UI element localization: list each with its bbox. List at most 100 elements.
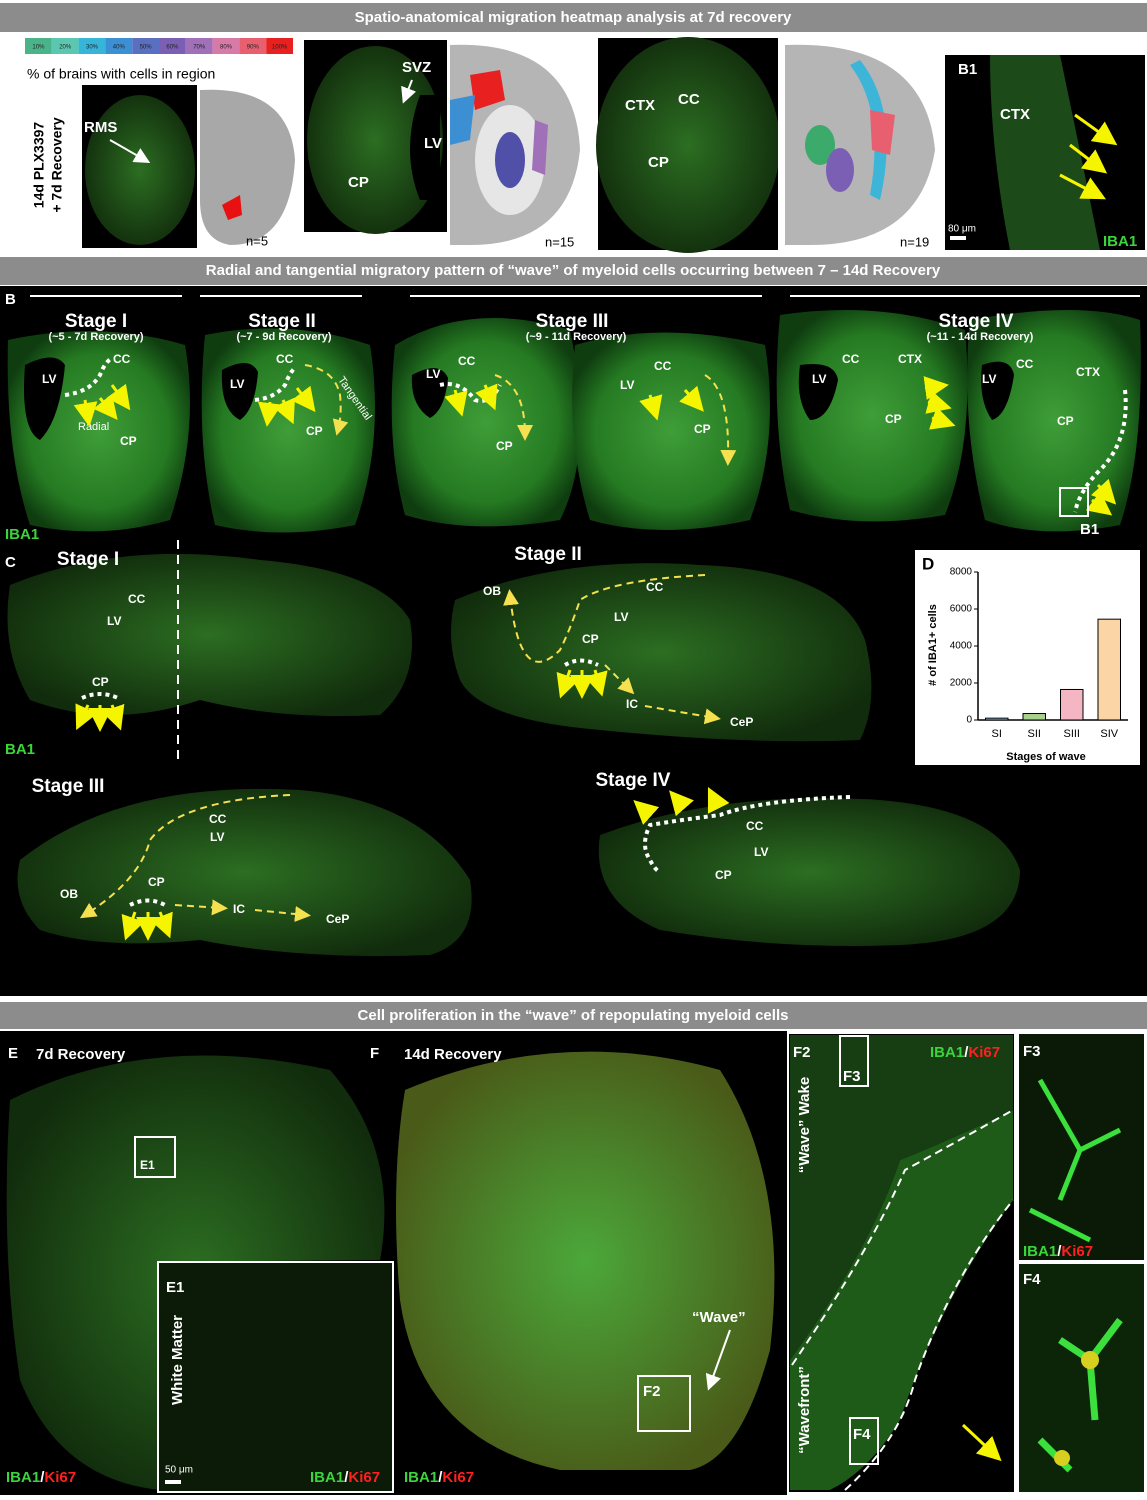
- shape: [174, 899, 228, 916]
- scale-label: 70%: [193, 45, 206, 51]
- stage-title: Stage IV: [596, 770, 671, 791]
- region-label: CC: [678, 91, 700, 108]
- region-label: RMS: [84, 119, 117, 136]
- stain-separator: /: [40, 1469, 45, 1486]
- shape: [0, 3, 1147, 32]
- inset-label: F2: [643, 1383, 661, 1400]
- shape: [1085, 491, 1113, 516]
- y-tick-label: 4000: [950, 641, 973, 652]
- panel-letter: B1: [958, 61, 977, 78]
- shape: [990, 55, 1100, 250]
- shape: [556, 669, 580, 699]
- shape: [391, 318, 581, 527]
- stage-title: Stage III: [32, 776, 105, 797]
- region-label: CC: [113, 352, 131, 366]
- stain-label: IBA1/Ki67: [310, 1469, 380, 1486]
- header: Radial and tangential migratory pattern …: [206, 262, 941, 279]
- stain: IBA1: [6, 1469, 40, 1486]
- shape: [669, 790, 694, 817]
- panel-title: 14d Recovery: [404, 1046, 502, 1063]
- shape: [839, 1035, 869, 1087]
- shape: [450, 95, 475, 145]
- stain-label: IBA1/Ki67: [404, 1469, 474, 1486]
- region-label: CTX: [625, 97, 655, 114]
- region-label: CC: [746, 819, 764, 833]
- shape: [967, 310, 1141, 532]
- stain: IBA1: [930, 1044, 964, 1061]
- scale-label: 50%: [140, 45, 153, 51]
- stain-label: IBA1: [1103, 233, 1137, 250]
- scale-label: 90%: [247, 45, 260, 51]
- scale-label: 100%: [272, 45, 288, 51]
- shape: [532, 120, 548, 175]
- shape: [925, 390, 952, 414]
- shape: [790, 1110, 1013, 1490]
- scale-swatch: [78, 38, 106, 54]
- bar: [1097, 618, 1121, 721]
- stain-separator: /: [438, 1469, 443, 1486]
- stain: Ki67: [1061, 1243, 1093, 1260]
- shape: [503, 574, 706, 663]
- region-label: CP: [715, 868, 732, 882]
- stain-label: BA1: [5, 741, 35, 758]
- y-tick-label: 8000: [950, 567, 973, 578]
- shape: [637, 1375, 691, 1432]
- panel-letter: B: [5, 291, 16, 308]
- stain-separator: /: [1057, 1243, 1062, 1260]
- stain: IBA1: [404, 1469, 438, 1486]
- n-label: n=5: [246, 233, 268, 248]
- shape: [1073, 389, 1128, 513]
- shape: [85, 95, 195, 245]
- shape: [798, 364, 838, 420]
- region-label: CP: [120, 434, 137, 448]
- scale-swatch: [132, 38, 159, 54]
- region-label: “Wavefront”: [796, 1366, 813, 1454]
- shape: [150, 911, 173, 939]
- group: 0 2000 4000 6000 8000 SI SII SIII SIV: [950, 567, 1128, 740]
- scale-swatch: [25, 38, 52, 54]
- scale-label: 40%: [113, 45, 126, 51]
- stage-title: Stage II: [514, 544, 582, 565]
- header: Cell proliferation in the “wave” of repo…: [358, 1007, 789, 1024]
- shape: [291, 385, 316, 413]
- shape: [1059, 173, 1106, 200]
- shape: [444, 389, 468, 417]
- panel-letter: F2: [793, 1044, 811, 1061]
- inset-label: B1: [1080, 521, 1099, 538]
- shape: [109, 139, 151, 163]
- shape: [24, 357, 65, 440]
- region-label: CeP: [326, 912, 349, 926]
- shape: [165, 1480, 181, 1484]
- shape: [101, 703, 125, 731]
- x-tick-label: SII: [1028, 728, 1041, 740]
- stain-separator: /: [964, 1044, 969, 1061]
- stain: IBA1: [1023, 1243, 1057, 1260]
- scale-swatch: [239, 38, 267, 54]
- shape: [572, 332, 770, 530]
- y-tick-label: 2000: [950, 678, 973, 689]
- bar: [1022, 713, 1046, 721]
- x-tick-label: SIV: [1100, 728, 1118, 740]
- shape: [1074, 113, 1118, 146]
- scale-label: 80%: [220, 45, 233, 51]
- region-label: CP: [148, 875, 165, 889]
- region-label: LV: [812, 372, 826, 386]
- shape: [604, 664, 635, 695]
- scale-swatch: [266, 38, 293, 54]
- scale-swatch: [212, 38, 240, 54]
- stain-label: IBA1: [5, 526, 39, 543]
- scale-label: 20%: [59, 45, 72, 51]
- inset-label: F3: [843, 1068, 861, 1085]
- shape: [106, 383, 131, 411]
- group: 10% 20% 30% 40% 50% 60% 70% 80% 90% 100%: [25, 38, 293, 54]
- shape: [221, 362, 258, 420]
- bar: [1060, 688, 1084, 721]
- group-label: 14d PLX3397: [31, 122, 47, 209]
- shape: [596, 37, 780, 253]
- region-label: “Wave” Wake: [796, 1077, 813, 1173]
- region-label: LV: [107, 614, 121, 628]
- shape: [470, 70, 505, 110]
- stage-title: Stage III: [536, 311, 609, 332]
- y-tick-label: 0: [966, 715, 972, 726]
- region-label: LV: [230, 377, 244, 391]
